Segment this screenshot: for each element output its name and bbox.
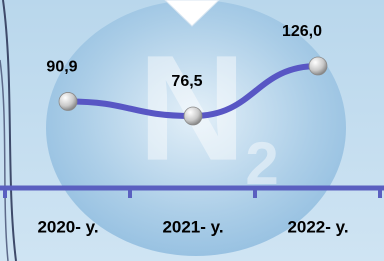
x-tick-label: 2022- y.: [287, 217, 348, 236]
x-tick-label: 2021- y.: [162, 217, 223, 236]
data-point: [309, 57, 327, 75]
data-point: [184, 107, 202, 125]
data-label: 126,0: [282, 23, 322, 40]
data-label: 90,9: [46, 59, 77, 76]
data-label: 76,5: [171, 73, 202, 90]
chart: N 2 2020- y.2021- y.2022- y.90,976,5126,…: [0, 0, 384, 261]
data-point: [59, 92, 77, 110]
x-tick-label: 2020- y.: [37, 217, 98, 236]
